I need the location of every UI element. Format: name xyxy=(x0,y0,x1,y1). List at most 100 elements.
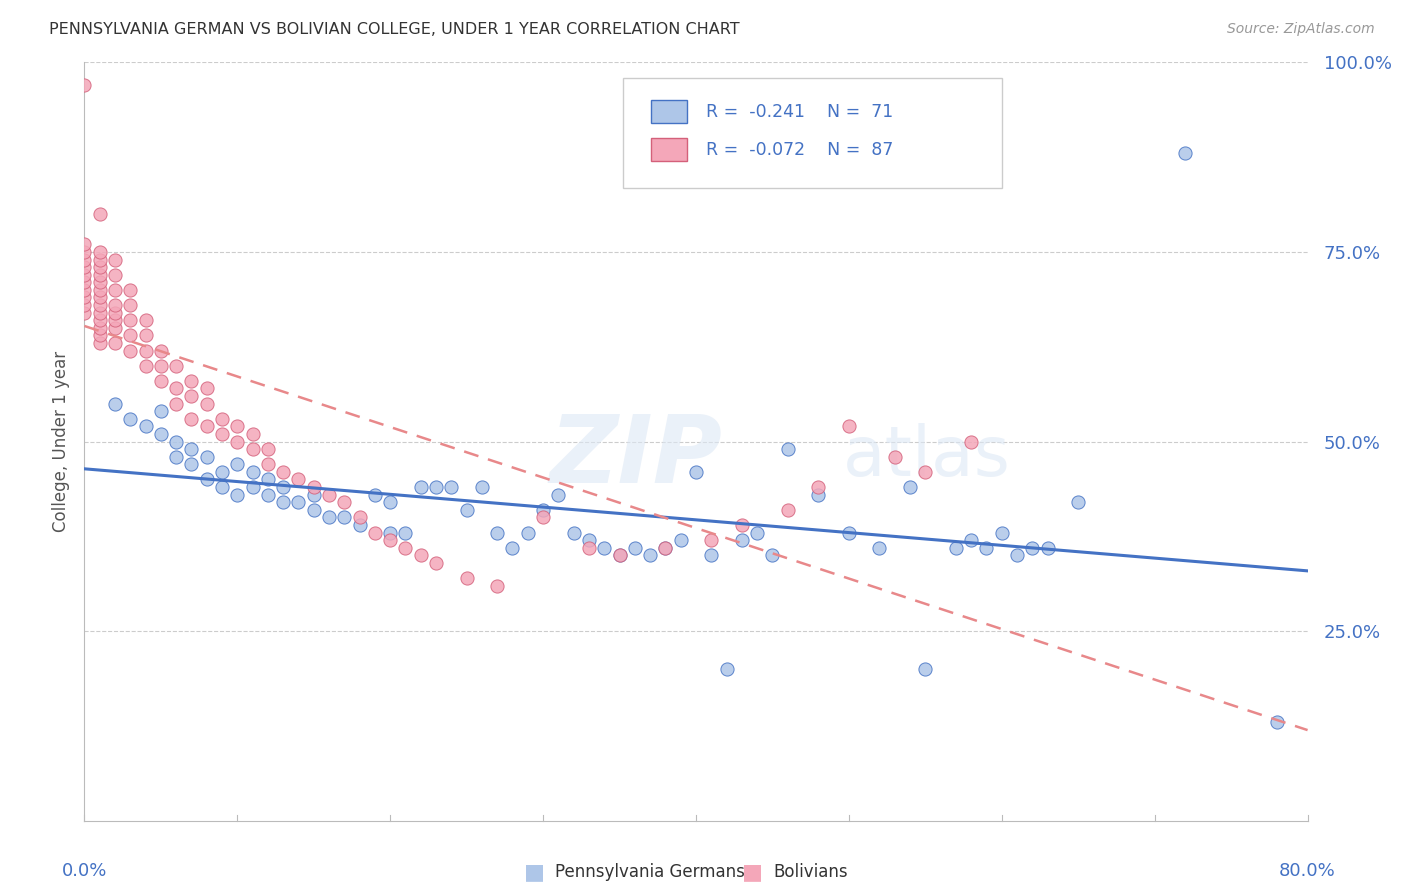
Point xyxy=(257,442,280,457)
FancyBboxPatch shape xyxy=(623,78,1002,187)
Point xyxy=(89,305,111,319)
Point xyxy=(1067,495,1090,509)
Point xyxy=(976,541,998,555)
Point xyxy=(73,275,96,289)
Point xyxy=(838,419,860,434)
Point xyxy=(960,533,983,548)
Point xyxy=(333,510,356,524)
Point xyxy=(1174,146,1197,161)
Point xyxy=(89,252,111,267)
Point xyxy=(165,434,187,449)
Text: R =  -0.072    N =  87: R = -0.072 N = 87 xyxy=(706,141,893,159)
Point xyxy=(180,458,202,472)
Point xyxy=(807,480,830,494)
Point xyxy=(654,541,676,555)
Point xyxy=(349,517,371,532)
Point xyxy=(120,328,142,343)
Point xyxy=(89,207,111,221)
Point xyxy=(257,458,280,472)
Point xyxy=(242,427,264,442)
Point xyxy=(287,473,309,487)
Point xyxy=(425,480,447,494)
Point xyxy=(195,396,218,410)
Point xyxy=(135,343,157,358)
Point xyxy=(349,510,371,524)
Point xyxy=(394,541,416,555)
Point xyxy=(104,252,127,267)
Point xyxy=(149,404,172,418)
Point xyxy=(456,503,478,517)
Point xyxy=(73,283,96,297)
Point xyxy=(89,283,111,297)
Point xyxy=(89,291,111,305)
Point xyxy=(120,313,142,327)
Point xyxy=(318,487,340,501)
Point xyxy=(165,450,187,464)
Point xyxy=(89,275,111,289)
Point xyxy=(104,305,127,319)
Point xyxy=(242,465,264,479)
Point xyxy=(471,480,494,494)
Point xyxy=(89,335,111,350)
Text: ■: ■ xyxy=(742,863,762,882)
Point xyxy=(195,419,218,434)
Point xyxy=(486,525,509,540)
Point xyxy=(195,473,218,487)
Point xyxy=(242,442,264,457)
Point xyxy=(669,533,692,548)
Point xyxy=(226,434,249,449)
Point xyxy=(380,525,402,540)
Point xyxy=(716,662,738,676)
Point xyxy=(226,487,249,501)
Point xyxy=(73,260,96,275)
Point xyxy=(578,541,600,555)
Point xyxy=(838,525,860,540)
Point xyxy=(104,283,127,297)
Text: Pennsylvania Germans: Pennsylvania Germans xyxy=(555,863,745,881)
Point xyxy=(165,396,187,410)
Point xyxy=(195,382,218,396)
Point xyxy=(531,503,554,517)
Point xyxy=(502,541,524,555)
Point xyxy=(89,320,111,334)
Point xyxy=(180,442,202,457)
Point xyxy=(211,412,233,426)
Point xyxy=(120,298,142,312)
Point xyxy=(89,244,111,259)
Point xyxy=(257,487,280,501)
Y-axis label: College, Under 1 year: College, Under 1 year xyxy=(52,351,70,533)
Bar xyxy=(651,101,688,123)
Point xyxy=(1265,715,1288,730)
Point xyxy=(394,525,416,540)
Point xyxy=(180,389,202,403)
Point xyxy=(257,473,280,487)
Point xyxy=(364,525,387,540)
Point xyxy=(226,419,249,434)
Point xyxy=(89,328,111,343)
Point xyxy=(89,268,111,282)
Point xyxy=(211,465,233,479)
Point xyxy=(89,298,111,312)
Text: ■: ■ xyxy=(524,863,544,882)
Point xyxy=(180,374,202,388)
Point xyxy=(747,525,769,540)
Point xyxy=(135,419,157,434)
Point xyxy=(104,298,127,312)
Point xyxy=(654,541,676,555)
Point xyxy=(409,548,432,563)
Point xyxy=(609,548,631,563)
Point xyxy=(486,579,509,593)
Point xyxy=(1021,541,1043,555)
Point xyxy=(731,533,754,548)
Point xyxy=(104,313,127,327)
Point xyxy=(165,359,187,373)
Point xyxy=(380,495,402,509)
Point xyxy=(302,487,325,501)
Point xyxy=(456,571,478,585)
Point xyxy=(149,374,172,388)
Point xyxy=(547,487,569,501)
Point xyxy=(562,525,585,540)
Text: R =  -0.241    N =  71: R = -0.241 N = 71 xyxy=(706,103,893,120)
Point xyxy=(991,525,1014,540)
Point xyxy=(531,510,554,524)
